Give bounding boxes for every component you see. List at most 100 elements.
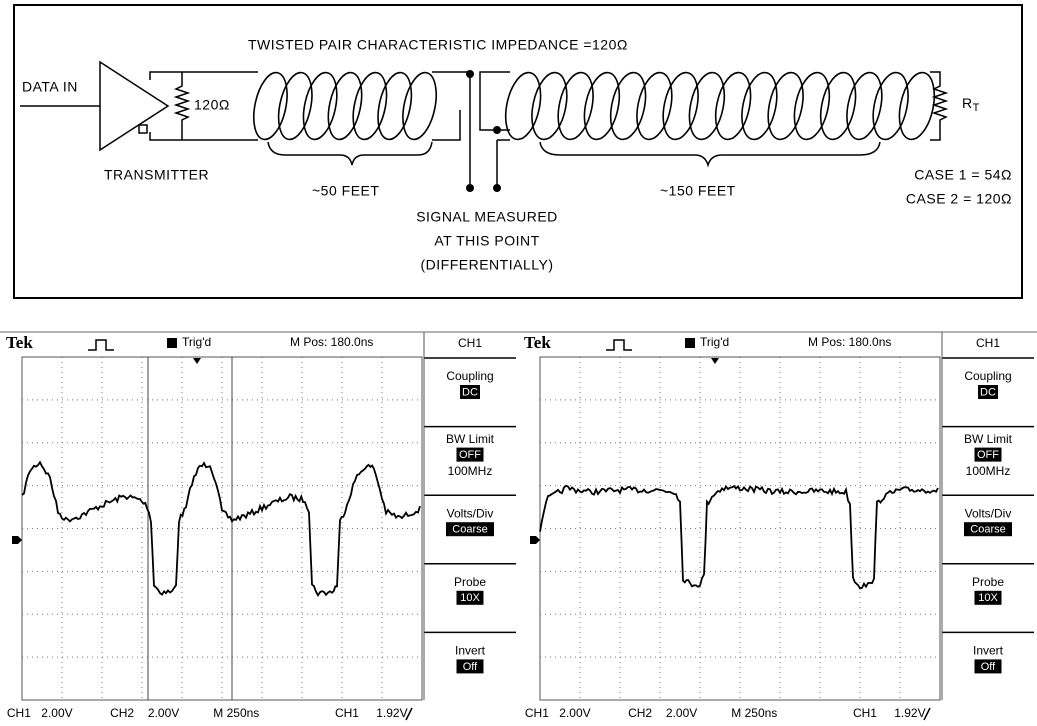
status-text: 2.00V (41, 706, 72, 720)
status-text: 1.92V (894, 706, 925, 720)
measurement-line: AT THIS POINT (434, 233, 539, 249)
probe-dot (466, 184, 474, 192)
trigger-icon (167, 338, 177, 348)
transmitter-label: TRANSMITTER (104, 167, 209, 183)
menu-value-box (456, 659, 484, 674)
trigger-icon (685, 338, 695, 348)
menu-label: Coupling (446, 369, 493, 383)
ground-marker (12, 536, 22, 544)
status-text: CH1 (853, 706, 877, 720)
trigger-slope (405, 707, 413, 721)
graticule-frame (21, 356, 423, 701)
status-text: M 250ns (731, 706, 777, 720)
coil-loop (636, 71, 673, 141)
transmitter-symbol (99, 60, 170, 152)
coil-loop (662, 71, 699, 141)
menu-label: Volts/Div (447, 506, 494, 520)
coil-loop (819, 71, 857, 141)
coil-loop (277, 71, 313, 141)
status-text: 2.00V (666, 706, 697, 720)
coil-loop (741, 71, 778, 141)
waveform-trace (539, 484, 939, 590)
waveform-trace (21, 460, 421, 598)
source-resistor (173, 72, 191, 140)
coil-loop (302, 71, 338, 141)
menu-value-box (974, 659, 1002, 674)
menu-label: Probe (454, 575, 486, 589)
menu-value: DC (462, 386, 478, 398)
measurement-line: (DIFFERENTIALLY) (421, 257, 554, 273)
pulse-icon (606, 339, 632, 351)
coil-loop (898, 71, 936, 141)
horizontal-position: M Pos: 180.0ns (290, 335, 373, 349)
trigger-status: Trig'd (700, 335, 729, 349)
near-length: ~50 FEET (312, 183, 379, 199)
probe-dot (493, 184, 501, 192)
ground-marker (530, 536, 540, 544)
coil-loop (504, 71, 542, 141)
coil-loop (609, 71, 647, 141)
tap-dot (466, 70, 474, 78)
coil-loop (557, 71, 594, 141)
menu-value: OFF (459, 449, 481, 461)
menu-extra: 100MHz (448, 464, 493, 478)
menu-label: BW Limit (964, 432, 1013, 446)
menu-label: Volts/Div (965, 506, 1012, 520)
trigger-slope (923, 707, 931, 721)
diagram-frame (13, 4, 1023, 299)
menu-label: Probe (972, 575, 1004, 589)
status-text: CH1 (7, 706, 31, 720)
coil-loop (688, 71, 726, 141)
input-label: DATA IN (22, 79, 78, 95)
diagram-title: TWISTED PAIR CHARACTERISTIC IMPEDANCE =1… (248, 37, 628, 53)
menu-channel: CH1 (976, 336, 1000, 350)
trigger-marker (711, 358, 719, 364)
coil-loop (327, 71, 363, 141)
case-label: CASE 2 = 120Ω (906, 191, 1012, 207)
termination-symbol: R (962, 95, 973, 111)
coil-loop (583, 71, 621, 141)
circuit-diagram: TWISTED PAIR CHARACTERISTIC IMPEDANCE =1… (13, 4, 1023, 299)
coil-loop (352, 71, 388, 141)
status-text: CH1 (335, 706, 359, 720)
menu-value-box (964, 522, 1012, 537)
status-text: CH2 (110, 706, 134, 720)
menu-extra: 100MHz (966, 464, 1011, 478)
menu-value-box (974, 447, 1002, 462)
horizontal-position: M Pos: 180.0ns (808, 335, 891, 349)
menu-label: Invert (973, 644, 1004, 658)
status-text: 2.00V (559, 706, 590, 720)
menu-value-box (974, 590, 1002, 605)
status-text: M 250ns (213, 706, 259, 720)
oscilloscope-screen: Tek Trig'd M Pos: 180.0ns CH1 Coupling DC BW L… (6, 332, 516, 721)
coil-loop (402, 71, 438, 141)
tap-dot (493, 126, 501, 134)
status-text: CH2 (628, 706, 652, 720)
coil-loop (714, 71, 752, 141)
menu-value-box (456, 447, 484, 462)
coil-loop (872, 71, 909, 141)
trigger-marker (193, 358, 201, 364)
menu-value-box (446, 522, 494, 537)
driver-wires (149, 71, 258, 141)
menu-label: Invert (455, 644, 486, 658)
menu-value: 10X (460, 592, 480, 604)
status-text: 2.00V (148, 706, 179, 720)
coil-loop (793, 71, 831, 141)
menu-value: 10X (978, 592, 998, 604)
menu-value: Coarse (452, 524, 487, 536)
menu-channel: CH1 (458, 336, 482, 350)
menu-value-box (456, 590, 484, 605)
case-label: CASE 1 = 54Ω (914, 167, 1012, 183)
coil-loop (767, 71, 804, 141)
menu-value: DC (980, 386, 996, 398)
menu-value: Off (981, 661, 996, 673)
menu-value: Off (463, 661, 478, 673)
far-brace (539, 141, 881, 168)
termination-resistor (930, 71, 949, 141)
menu-value-box (460, 385, 480, 399)
pulse-icon (88, 339, 114, 351)
trigger-status: Trig'd (182, 335, 211, 349)
far-length: ~150 FEET (660, 183, 736, 199)
menu-label: BW Limit (446, 432, 495, 446)
